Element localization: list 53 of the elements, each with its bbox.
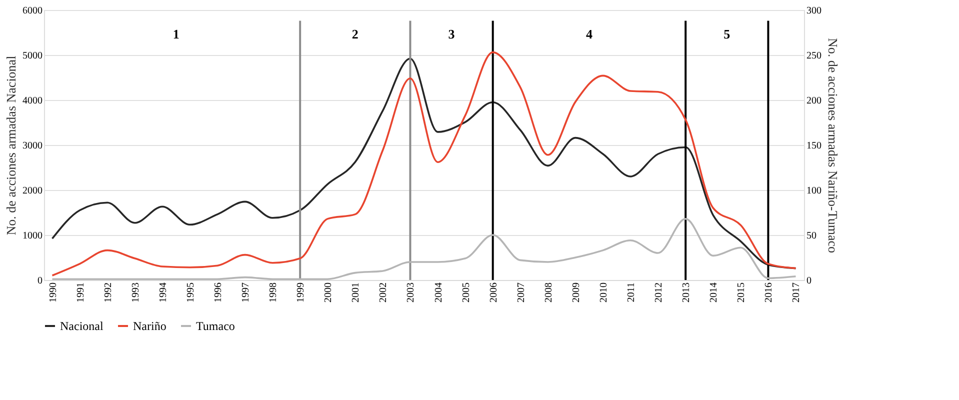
x-tick-label: 2015 xyxy=(736,282,748,302)
annotation: 2 xyxy=(352,26,358,42)
x-tick-label: 2001 xyxy=(350,282,362,302)
x-tick-label: 2017 xyxy=(791,282,802,302)
x-tick-label: 2009 xyxy=(570,282,582,302)
y2-tick-label: 250 xyxy=(806,50,822,62)
y-axis-title: No. de acciones armadas Nacional xyxy=(4,55,18,236)
x-tick-label: 1991 xyxy=(75,282,86,302)
y2-tick-label: 50 xyxy=(806,230,816,242)
x-tick-label: 2005 xyxy=(460,282,472,302)
x-tick-label: 1999 xyxy=(296,282,307,302)
x-tick-label: 2016 xyxy=(764,282,775,302)
x-tick-label: 1995 xyxy=(185,282,196,302)
x-tick-label: 1998 xyxy=(268,282,280,302)
x-tick-label: 2011 xyxy=(626,282,638,302)
y2-tick-label: 150 xyxy=(806,140,822,152)
y-tick-label: 4000 xyxy=(22,96,42,106)
x-tick-label: 2007 xyxy=(516,282,527,302)
x-tick-label: 2006 xyxy=(488,282,500,302)
x-tick-label: 2008 xyxy=(543,282,554,302)
y-tick-label: 0 xyxy=(38,276,42,286)
y-tick-label: 6000 xyxy=(22,6,42,16)
y2-axis-title: No. de acciones armadas Nariño-Tumaco xyxy=(826,38,840,254)
y-tick-label: 3000 xyxy=(22,140,42,152)
x-tick-label: 2003 xyxy=(406,282,417,302)
x-tick-label: 1990 xyxy=(48,282,59,302)
x-tick-label: 2012 xyxy=(654,282,665,302)
y-tick-label: 2000 xyxy=(22,186,42,196)
legend-label: Nariño xyxy=(133,319,166,333)
y-tick-label: 5000 xyxy=(22,50,42,62)
legend-label: Tumaco xyxy=(196,319,235,333)
x-tick-label: 2004 xyxy=(433,282,444,302)
legend-label: Nacional xyxy=(60,319,104,333)
x-tick-label: 2013 xyxy=(681,282,692,302)
x-tick-label: 1992 xyxy=(102,282,114,302)
y2-tick-label: 200 xyxy=(806,96,822,106)
x-tick-label: 2010 xyxy=(598,282,610,302)
y2-tick-label: 100 xyxy=(806,186,822,196)
y-tick-label: 1000 xyxy=(22,230,42,242)
y2-tick-label: 0 xyxy=(806,276,812,286)
x-tick-label: 1994 xyxy=(158,282,169,302)
annotation: 1 xyxy=(172,26,180,42)
annotation: 4 xyxy=(586,26,593,42)
annotation: 5 xyxy=(724,26,731,42)
x-tick-label: 1997 xyxy=(240,282,252,302)
line-series xyxy=(51,218,797,280)
x-tick-label: 1993 xyxy=(130,282,142,302)
x-tick-label: 2000 xyxy=(323,282,334,302)
x-tick-label: 2014 xyxy=(708,282,720,302)
x-tick-label: 1996 xyxy=(212,282,224,302)
x-tick-label: 2002 xyxy=(378,282,390,302)
annotation: 3 xyxy=(448,26,456,42)
y2-tick-label: 300 xyxy=(806,6,822,16)
